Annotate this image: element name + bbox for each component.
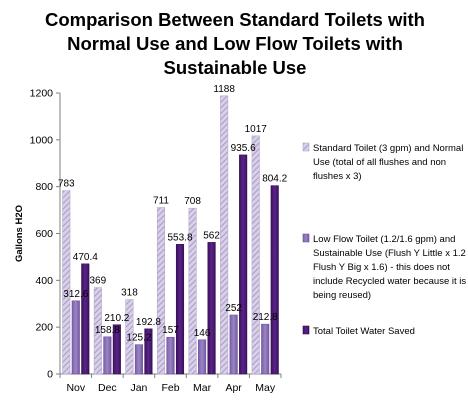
legend-label-series-3: Total Toilet Water Saved — [313, 326, 415, 337]
bar-series-2 — [71, 300, 80, 375]
legend-label-series-2: Low Flow Toilet (1.2/1.6 gpm) and — [313, 234, 455, 245]
data-label-series-1: 369 — [90, 276, 107, 287]
bar-series-3 — [81, 263, 90, 375]
legend-label-series-2: Flush Y Big x 1.6) - this does not — [313, 262, 450, 273]
data-label-series-1: 711 — [153, 196, 169, 207]
bars — [62, 95, 279, 375]
data-label-series-2: 158.8 — [95, 325, 120, 336]
chart-title-line: Comparison Between Standard Toilets with — [45, 9, 425, 30]
bar-series-2 — [166, 336, 175, 375]
chart-title: Comparison Between Standard Toilets with… — [45, 9, 425, 78]
y-tick-label: 1000 — [30, 134, 54, 146]
chart-title-line: Sustainable Use — [164, 57, 307, 78]
legend-label-series-2: being reused) — [313, 290, 371, 301]
data-label-series-2: 212.8 — [253, 312, 278, 323]
data-label-series-2: 146 — [194, 328, 211, 339]
legend-label-series-1: Use (total of all flushes and non — [313, 157, 446, 168]
bar-series-2 — [229, 314, 238, 375]
x-tick-label: May — [255, 382, 276, 394]
y-tick-label: 600 — [35, 228, 53, 240]
bar-series-3 — [270, 185, 279, 375]
bar-series-1 — [251, 135, 260, 375]
data-label-series-1: 318 — [121, 288, 138, 299]
bar-series-2 — [103, 336, 112, 375]
legend-swatch-series-2 — [302, 233, 310, 243]
bar-series-3 — [175, 244, 185, 375]
axes: 0 200 400 600 800 1000 1200 Gallons H2O Nov Dec Ja… — [14, 88, 282, 394]
legend-swatch-series-3 — [302, 325, 310, 335]
data-labels: 783 369 318 711 708 1188 1017 312.6 158.8 125.2 15… — [58, 84, 288, 344]
legend-label-series-2: Sustainable Use (Flush Y Little x 1.2 + — [313, 248, 468, 259]
data-label-series-2: 125.2 — [126, 333, 151, 344]
y-tick-label: 1200 — [30, 88, 54, 100]
x-tick-label: Mar — [193, 382, 212, 394]
legend: Standard Toilet (3 gpm) and Normal Use (t… — [302, 142, 468, 337]
chart-title-line: Normal Use and Low Flow Toilets with — [67, 33, 403, 54]
legend-swatch-series-1 — [302, 142, 310, 152]
data-label-series-1: 1017 — [245, 124, 268, 135]
bar-series-1 — [93, 287, 102, 375]
y-axis-label: Gallons H2O — [14, 205, 25, 262]
bar-series-1 — [220, 95, 229, 375]
data-label-series-1: 1188 — [213, 84, 235, 95]
x-tick-label: Nov — [66, 382, 85, 394]
bar-series-2 — [198, 339, 207, 375]
y-tick-label: 200 — [35, 322, 53, 334]
y-tick-label: 400 — [35, 275, 53, 287]
bar-series-3 — [207, 242, 216, 375]
bar-series-1 — [188, 207, 197, 375]
data-label-series-3: 192.8 — [136, 317, 161, 328]
x-tick-label: Apr — [225, 382, 242, 394]
bar-series-2 — [134, 344, 143, 375]
x-tick-label: Dec — [98, 382, 117, 394]
data-label-series-3: 553.8 — [167, 232, 192, 243]
bar-series-1 — [125, 299, 134, 375]
legend-label-series-1: Standard Toilet (3 gpm) and Normal — [313, 143, 463, 154]
data-label-series-1: 708 — [184, 196, 201, 207]
x-tick-label: Jan — [130, 382, 147, 394]
bar-series-3 — [239, 154, 248, 375]
bar-series-3 — [144, 328, 153, 375]
bar-series-2 — [261, 323, 270, 375]
data-label-series-3: 935.6 — [231, 143, 256, 154]
bar-series-3 — [112, 324, 121, 375]
bar-series-1 — [156, 207, 166, 375]
data-label-series-2: 157 — [162, 325, 179, 336]
legend-label-series-2: include Recycled water because it is — [313, 276, 466, 287]
data-label-series-3: 470.4 — [73, 252, 98, 263]
data-label-series-1: 783 — [58, 179, 75, 190]
data-label-series-2: 252 — [225, 303, 242, 314]
x-tick-label: Feb — [161, 382, 179, 394]
data-label-series-2: 312.6 — [63, 289, 88, 300]
y-tick-label: 800 — [35, 181, 53, 193]
legend-label-series-1: flushes x 3) — [313, 171, 362, 182]
y-tick-label: 0 — [47, 369, 53, 381]
data-label-series-3: 804.2 — [262, 174, 287, 185]
data-label-series-3: 210.2 — [104, 313, 129, 324]
bar-series-1 — [62, 190, 71, 375]
data-label-series-3: 562 — [203, 230, 220, 241]
